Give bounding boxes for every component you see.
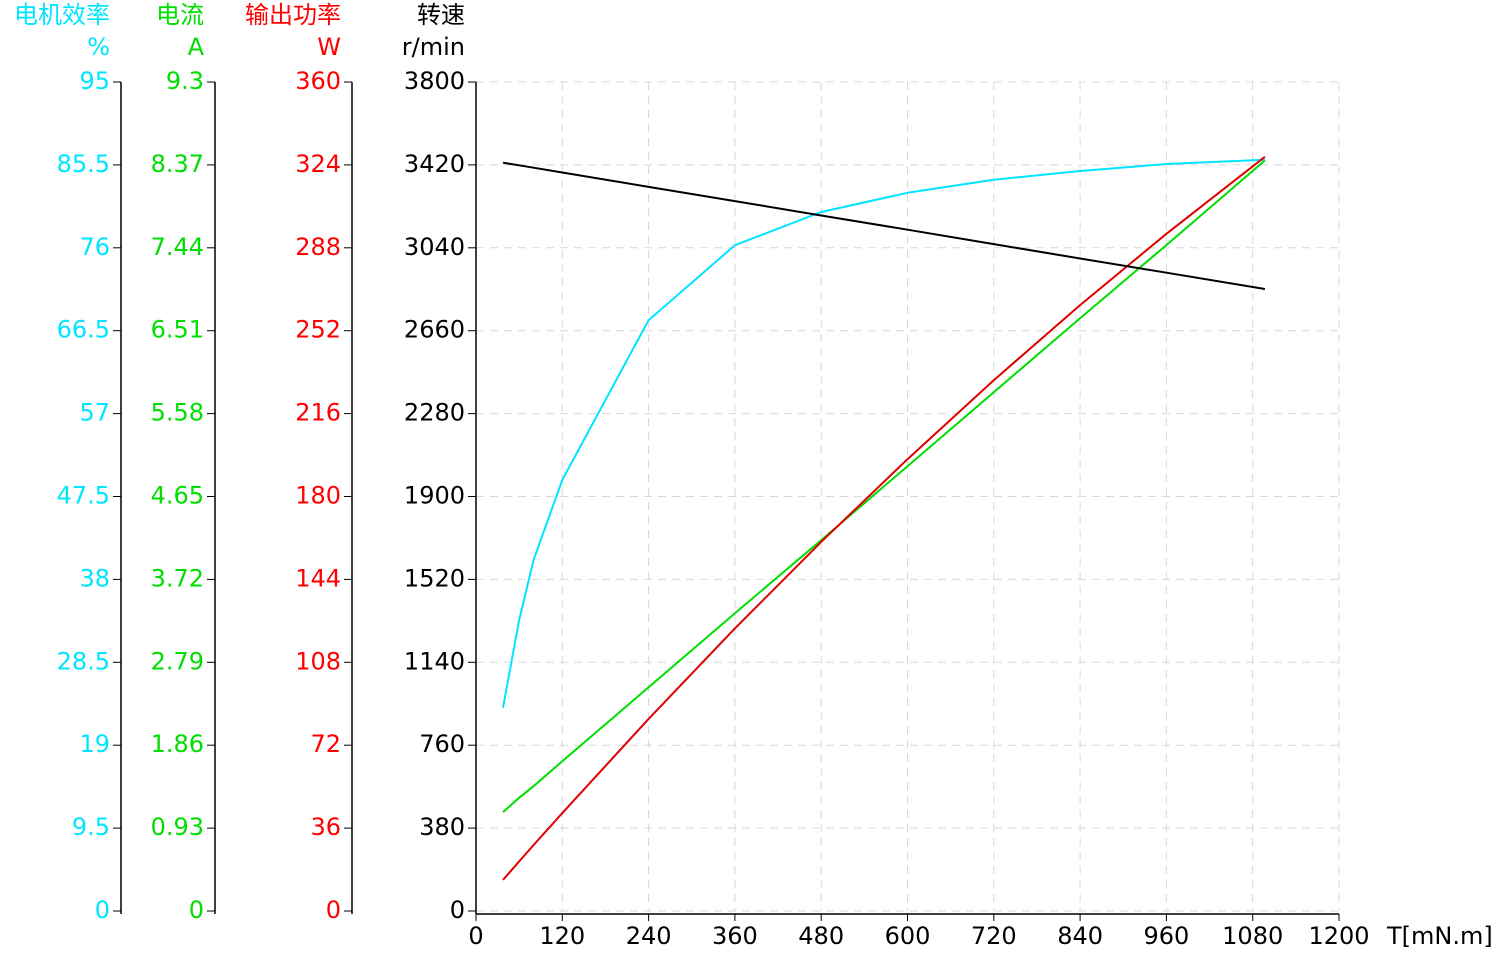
y-tick-label: 19 xyxy=(79,730,110,758)
y-tick-label: 8.37 xyxy=(151,150,204,178)
y-axis-title: 电机效率 xyxy=(14,1,110,29)
y-tick-label: 380 xyxy=(419,813,465,841)
y-tick-label: 9.5 xyxy=(72,813,110,841)
x-axis-label: T[mN.m] xyxy=(1386,922,1493,950)
y-tick-label: 1140 xyxy=(404,647,465,675)
x-tick-label: 960 xyxy=(1143,922,1189,950)
x-tick-label: 360 xyxy=(712,922,758,950)
y-axis-title: 转速 xyxy=(417,1,465,29)
x-tick-label: 480 xyxy=(798,922,844,950)
y-tick-label: 1520 xyxy=(404,564,465,592)
y-axis-title: 输出功率 xyxy=(245,1,341,29)
y-tick-label: 3040 xyxy=(404,233,465,261)
y-axis-title: 电流 xyxy=(156,1,204,29)
x-tick-label: 1200 xyxy=(1308,922,1369,950)
y-tick-label: 760 xyxy=(419,730,465,758)
series-line xyxy=(502,158,1265,708)
x-tick-label: 840 xyxy=(1057,922,1103,950)
x-tick-label: 600 xyxy=(885,922,931,950)
y-tick-label: 85.5 xyxy=(57,150,110,178)
y-tick-label: 47.5 xyxy=(57,482,110,510)
y-tick-label: 3420 xyxy=(404,150,465,178)
y-axis-unit: r/min xyxy=(402,33,465,61)
y-tick-label: 76 xyxy=(79,233,110,261)
y-tick-label: 216 xyxy=(295,399,341,427)
x-tick-label: 120 xyxy=(539,922,585,950)
y-tick-label: 36 xyxy=(310,813,341,841)
series-line xyxy=(502,156,1266,881)
y-tick-label: 3.72 xyxy=(151,564,204,592)
y-tick-label: 324 xyxy=(295,150,341,178)
y-axis-unit: % xyxy=(87,33,110,61)
y-tick-label: 72 xyxy=(310,730,341,758)
y-tick-label: 2660 xyxy=(404,316,465,344)
series-line xyxy=(502,159,1266,813)
y-tick-label: 0 xyxy=(326,896,341,924)
y-tick-label: 0 xyxy=(95,896,110,924)
y-tick-label: 9.3 xyxy=(166,67,204,95)
y-tick-label: 66.5 xyxy=(57,316,110,344)
x-tick-label: 1080 xyxy=(1222,922,1283,950)
y-tick-label: 57 xyxy=(79,399,110,427)
y-tick-label: 4.65 xyxy=(151,482,204,510)
y-tick-label: 0 xyxy=(189,896,204,924)
y-tick-label: 2280 xyxy=(404,399,465,427)
y-tick-label: 28.5 xyxy=(57,647,110,675)
y-tick-label: 360 xyxy=(295,67,341,95)
y-tick-label: 288 xyxy=(295,233,341,261)
y-tick-label: 2.79 xyxy=(151,647,204,675)
y-tick-label: 1900 xyxy=(404,482,465,510)
x-tick-label: 0 xyxy=(468,922,483,950)
y-tick-label: 3800 xyxy=(404,67,465,95)
y-tick-label: 5.58 xyxy=(151,399,204,427)
y-tick-label: 0.93 xyxy=(151,813,204,841)
y-axis-unit: A xyxy=(188,33,205,61)
x-tick-label: 720 xyxy=(971,922,1017,950)
y-tick-label: 144 xyxy=(295,564,341,592)
y-tick-label: 38 xyxy=(79,564,110,592)
y-tick-label: 180 xyxy=(295,482,341,510)
y-tick-label: 1.86 xyxy=(151,730,204,758)
y-tick-label: 0 xyxy=(450,896,465,924)
y-axis-unit: W xyxy=(317,33,341,61)
y-tick-label: 252 xyxy=(295,316,341,344)
y-tick-label: 6.51 xyxy=(151,316,204,344)
series-line xyxy=(502,161,1266,290)
y-tick-label: 108 xyxy=(295,647,341,675)
y-tick-label: 7.44 xyxy=(151,233,204,261)
y-tick-label: 95 xyxy=(79,67,110,95)
x-tick-label: 240 xyxy=(626,922,672,950)
